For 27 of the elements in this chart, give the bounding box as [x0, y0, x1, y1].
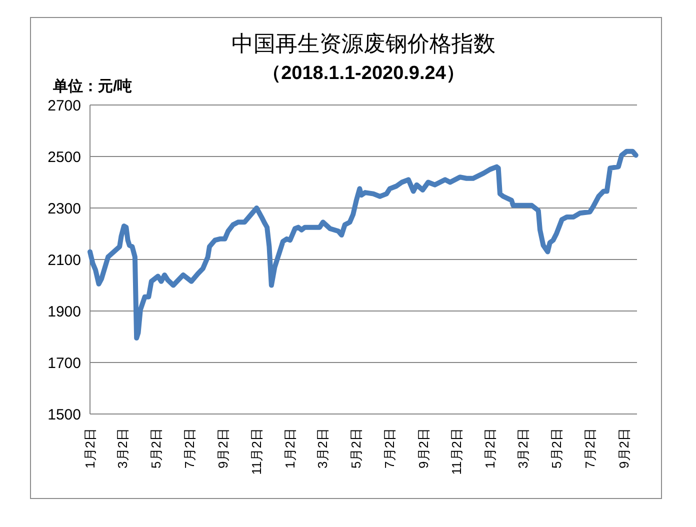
y-tick-label: 1900 [48, 303, 81, 320]
x-tick-label: 7月2日 [382, 428, 397, 468]
x-tick-label: 9月2日 [416, 428, 431, 468]
x-tick-label: 7月2日 [582, 428, 598, 468]
y-tick-label: 2100 [48, 252, 81, 269]
y-tick-label: 2300 [48, 200, 81, 218]
x-tick-label: 5月2日 [348, 428, 364, 468]
x-tick-label: 3月2日 [314, 428, 330, 468]
x-tick-label: 3月2日 [114, 428, 130, 468]
x-tick-label: 5月2日 [148, 428, 164, 468]
y-tick-label: 2700 [48, 97, 81, 114]
x-tick-label: 11月2日 [449, 428, 464, 475]
x-tick-label: 9月2日 [616, 428, 632, 468]
x-tick-label: 5月2日 [548, 428, 564, 468]
x-tick-label: 1月2日 [482, 428, 498, 468]
x-tick-label: 1月2日 [82, 428, 98, 468]
x-tick-label: 7月2日 [182, 428, 197, 468]
y-tick-label: 2500 [48, 148, 81, 166]
x-tick-label: 3月2日 [516, 428, 531, 468]
x-tick-label: 11月2日 [249, 428, 264, 475]
chart-title: 中国再生资源废钢价格指数 [232, 31, 496, 56]
y-tick-label: 1500 [48, 406, 81, 424]
chart-subtitle: （2018.1.1-2020.9.24） [262, 63, 465, 84]
x-tick-label: 1月2日 [282, 428, 298, 468]
y-tick-label: 1700 [48, 354, 81, 372]
x-tick-label: 9月2日 [216, 428, 231, 468]
y-axis-title: 单位：元/吨 [52, 78, 132, 95]
